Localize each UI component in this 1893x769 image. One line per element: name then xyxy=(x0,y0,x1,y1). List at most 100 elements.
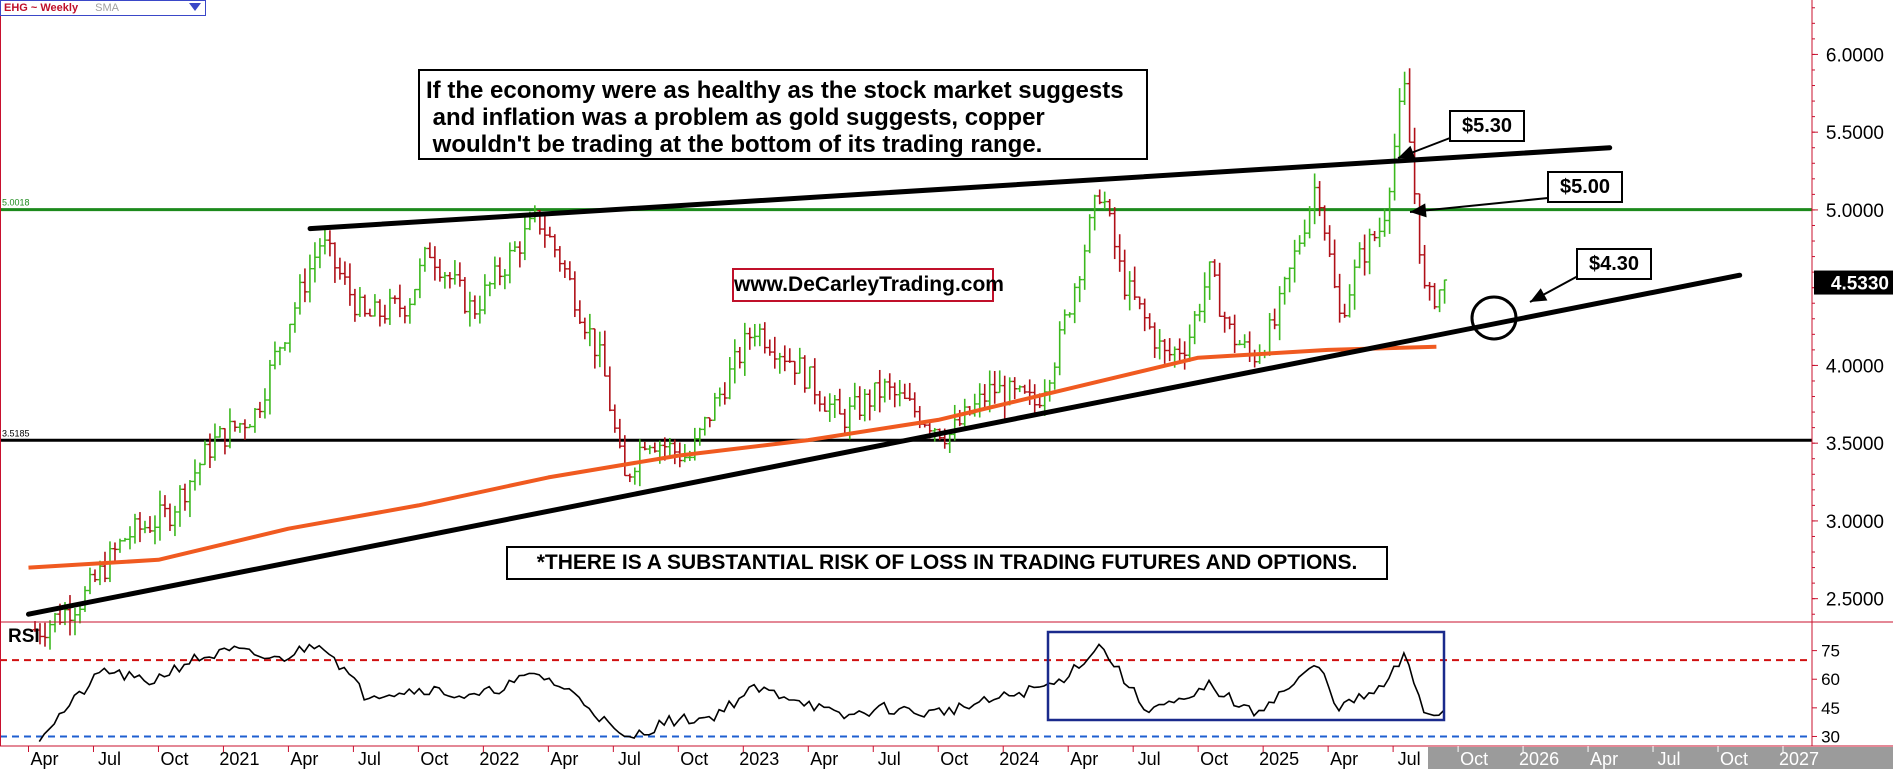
price-bar xyxy=(147,516,153,533)
price-bar xyxy=(167,503,173,531)
price-bar xyxy=(372,294,378,317)
price-bar xyxy=(577,300,583,324)
price-bar xyxy=(912,392,918,418)
price-bar xyxy=(1152,322,1158,358)
price-bar xyxy=(87,567,93,595)
price-bar xyxy=(122,537,128,542)
price-bar xyxy=(587,313,593,347)
price-bar xyxy=(1052,362,1058,390)
price-bar xyxy=(1192,311,1198,345)
price-bar xyxy=(467,291,473,327)
price-bar xyxy=(212,423,218,461)
price-bar xyxy=(332,242,338,283)
price-bar xyxy=(722,382,728,405)
rsi-tick-label: 75 xyxy=(1821,642,1840,661)
price-bar xyxy=(1202,272,1208,323)
price-bar xyxy=(897,380,903,407)
price-bar xyxy=(957,409,963,427)
price-bar xyxy=(452,260,458,285)
time-tick-label: Oct xyxy=(160,749,188,769)
price-bar xyxy=(1232,314,1238,353)
price-bar xyxy=(777,352,783,374)
time-tick-label: 2023 xyxy=(739,749,779,769)
time-tick-label: Oct xyxy=(420,749,448,769)
price-bar xyxy=(37,623,43,645)
price-bar xyxy=(632,467,638,485)
price-bar xyxy=(842,408,848,436)
price-bar xyxy=(1147,313,1153,330)
price-bar xyxy=(947,433,953,454)
time-tick-label: Oct xyxy=(1460,749,1488,769)
symbol-selector[interactable]: EHG ~ Weekly SMA xyxy=(0,0,206,16)
price-label-430: $4.30 xyxy=(1576,248,1652,280)
time-tick-label: Jul xyxy=(1658,749,1681,769)
annotation-line-1: If the economy were as healthy as the st… xyxy=(426,77,1124,104)
price-bar xyxy=(127,526,133,550)
price-bar xyxy=(1122,249,1128,300)
price-bar xyxy=(1197,303,1203,322)
price-bar xyxy=(457,262,463,287)
trendline-upper xyxy=(307,145,1613,232)
price-bar xyxy=(582,317,588,340)
price-bar xyxy=(617,418,623,449)
price-bar xyxy=(907,382,913,401)
price-bar xyxy=(642,441,648,451)
time-tick-label: Oct xyxy=(940,749,968,769)
arrow-530-head xyxy=(1398,145,1416,159)
price-bar xyxy=(767,339,773,356)
price-bar xyxy=(342,261,348,285)
symbol-name: EHG ~ Weekly xyxy=(4,2,79,14)
price-bar xyxy=(827,393,833,422)
price-bar xyxy=(887,373,893,400)
price-bar xyxy=(1422,244,1428,289)
price-bar xyxy=(752,324,758,347)
time-tick-label: 2026 xyxy=(1519,749,1559,769)
price-bar xyxy=(987,370,993,413)
price-bar xyxy=(1187,324,1193,362)
time-tick-label: Jul xyxy=(358,749,381,769)
price-bar xyxy=(1287,267,1293,293)
price-bar xyxy=(217,426,223,438)
price-bar xyxy=(177,485,183,527)
price-bar xyxy=(292,302,298,333)
price-bar xyxy=(1217,262,1223,318)
price-bar xyxy=(1292,239,1298,283)
price-bar xyxy=(307,254,313,303)
trendline-lower xyxy=(25,272,1743,617)
price-bar xyxy=(1437,289,1443,313)
price-bar xyxy=(672,439,678,465)
price-bar xyxy=(702,416,708,436)
price-bar xyxy=(492,256,498,289)
price-bar xyxy=(182,483,188,511)
price-bar xyxy=(1082,244,1088,290)
price-bar xyxy=(432,246,438,281)
price-bar xyxy=(852,382,858,410)
price-bar xyxy=(707,417,713,428)
chevron-down-icon[interactable] xyxy=(189,3,201,11)
price-bar xyxy=(607,366,613,412)
price-bar xyxy=(732,339,738,384)
price-bar xyxy=(552,234,558,258)
price-bar xyxy=(1027,379,1033,405)
price-bar xyxy=(402,305,408,324)
price-bar xyxy=(1142,298,1148,332)
price-bar xyxy=(1182,341,1188,370)
price-bar xyxy=(882,378,888,403)
price-bar xyxy=(1347,284,1353,318)
annotation-line-3: wouldn't be trading at the bottom of its… xyxy=(426,131,1043,158)
arrow-500-head xyxy=(1410,203,1427,218)
price-bar xyxy=(1087,214,1093,254)
rsi-tick-label: 45 xyxy=(1821,699,1840,718)
price-bar xyxy=(1097,189,1103,205)
price-bar xyxy=(1337,273,1343,323)
rsi-title: RSI xyxy=(8,626,40,647)
time-tick-label: 2027 xyxy=(1779,749,1819,769)
price-bar xyxy=(1327,225,1333,258)
arrow-430-head xyxy=(1530,288,1548,302)
price-bar xyxy=(772,336,778,369)
price-bar xyxy=(397,284,403,318)
price-tick-label: 3.5000 xyxy=(1826,434,1884,455)
price-bar xyxy=(1302,219,1308,247)
price-bar xyxy=(1297,235,1303,255)
